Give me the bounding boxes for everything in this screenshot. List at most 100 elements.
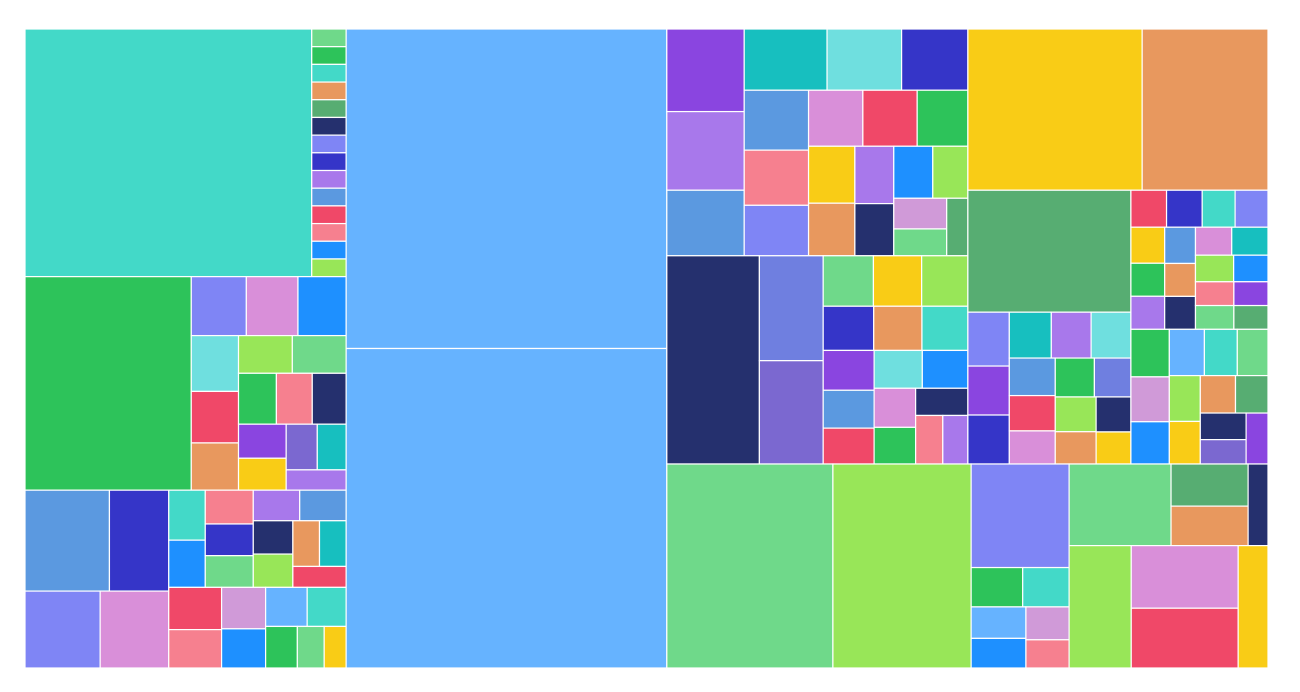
treemap-tile: [1068, 544, 1132, 669]
treemap-tile: [311, 240, 347, 260]
treemap-tile: [237, 423, 287, 459]
treemap-tile: [832, 463, 972, 669]
treemap-tile: [168, 586, 223, 631]
treemap-tile: [285, 423, 318, 471]
treemap-tile: [862, 89, 918, 147]
treemap-tile: [311, 99, 347, 119]
treemap-tile: [1130, 607, 1239, 669]
treemap-tile: [252, 489, 301, 522]
treemap-tile: [1130, 544, 1239, 609]
treemap-tile: [916, 89, 969, 147]
treemap-tile: [967, 365, 1010, 416]
treemap-tile: [872, 255, 923, 307]
treemap-tile: [915, 414, 944, 465]
treemap-tile: [311, 63, 347, 83]
treemap-tile: [921, 255, 969, 307]
treemap-tile: [1168, 328, 1206, 377]
treemap-tile: [306, 586, 347, 628]
treemap-tile: [24, 489, 111, 592]
treemap-tile: [758, 360, 824, 465]
treemap-tile: [311, 116, 347, 136]
treemap-tile: [932, 145, 969, 199]
treemap-tile: [1194, 254, 1235, 283]
treemap-tile: [873, 305, 923, 352]
treemap-tile: [311, 187, 347, 207]
treemap-tile: [245, 276, 299, 337]
treemap-tile: [1201, 189, 1236, 228]
treemap-tile: [299, 489, 347, 522]
treemap-tile: [204, 489, 254, 525]
treemap-tile: [822, 427, 875, 465]
treemap-tile: [758, 255, 824, 362]
treemap-tile: [822, 389, 875, 429]
treemap-tile: [666, 28, 745, 113]
treemap-tile: [291, 334, 347, 374]
treemap-tile: [743, 204, 810, 257]
treemap-tile: [24, 276, 192, 491]
treemap-tile: [311, 258, 347, 278]
treemap-tile: [970, 566, 1024, 608]
treemap-tile: [311, 81, 347, 101]
treemap-tile: [1165, 189, 1203, 228]
treemap-tile: [893, 197, 948, 230]
treemap-tile: [1237, 544, 1269, 669]
treemap-tile: [873, 387, 917, 428]
treemap-tile: [854, 203, 895, 257]
treemap-tile: [1231, 226, 1269, 256]
treemap-tile: [1234, 374, 1269, 414]
treemap-tile: [921, 349, 969, 389]
treemap-tile: [1025, 606, 1070, 641]
treemap-tile: [666, 110, 745, 191]
treemap-tile: [168, 539, 206, 588]
treemap-tile: [666, 255, 760, 465]
treemap-tile: [204, 555, 254, 588]
treemap-tile: [292, 565, 347, 588]
treemap-tile: [807, 202, 856, 257]
treemap-tile: [970, 637, 1027, 669]
treemap-tile: [1199, 439, 1247, 465]
treemap-tile: [1130, 376, 1170, 423]
treemap-tile: [24, 590, 101, 669]
treemap-tile: [1008, 357, 1056, 397]
treemap-tile: [220, 628, 267, 669]
treemap-tile: [822, 349, 875, 391]
treemap-tile: [807, 89, 864, 147]
treemap-tile: [168, 629, 223, 669]
treemap-tile: [1199, 374, 1237, 414]
treemap-tile: [1130, 421, 1170, 465]
treemap-tile: [893, 228, 948, 257]
treemap-tile: [1008, 394, 1056, 432]
treemap-tile: [822, 305, 875, 352]
treemap-tile: [822, 255, 875, 307]
treemap-tile: [311, 28, 347, 48]
treemap-tile: [296, 625, 325, 669]
treemap-tile: [190, 390, 240, 444]
treemap-tile: [970, 606, 1027, 639]
treemap-tile: [1170, 505, 1249, 547]
treemap-tile: [190, 276, 247, 337]
treemap-tile: [946, 197, 969, 257]
treemap-tile: [265, 586, 308, 628]
treemap-tile: [807, 145, 856, 204]
treemap-tile: [1090, 311, 1132, 359]
treemap-tile: [1199, 412, 1247, 441]
treemap-tile: [1130, 295, 1166, 330]
treemap-tile: [323, 625, 347, 669]
treemap-tile: [168, 489, 206, 541]
treemap-tile: [942, 414, 969, 465]
treemap-tile: [1008, 311, 1052, 359]
treemap-tile: [252, 553, 294, 588]
treemap-tile: [108, 489, 170, 592]
treemap-tile: [1194, 281, 1235, 307]
treemap-tile: [873, 349, 923, 389]
treemap-tile: [252, 520, 294, 555]
treemap-tile: [220, 586, 267, 630]
treemap-tile: [1203, 328, 1238, 377]
treemap-tile: [1233, 281, 1269, 307]
treemap-tile: [1130, 262, 1166, 297]
treemap-tile: [1245, 412, 1269, 465]
treemap-tile: [1170, 463, 1249, 507]
treemap-tile: [1233, 304, 1269, 330]
treemap-tile: [1234, 189, 1269, 228]
